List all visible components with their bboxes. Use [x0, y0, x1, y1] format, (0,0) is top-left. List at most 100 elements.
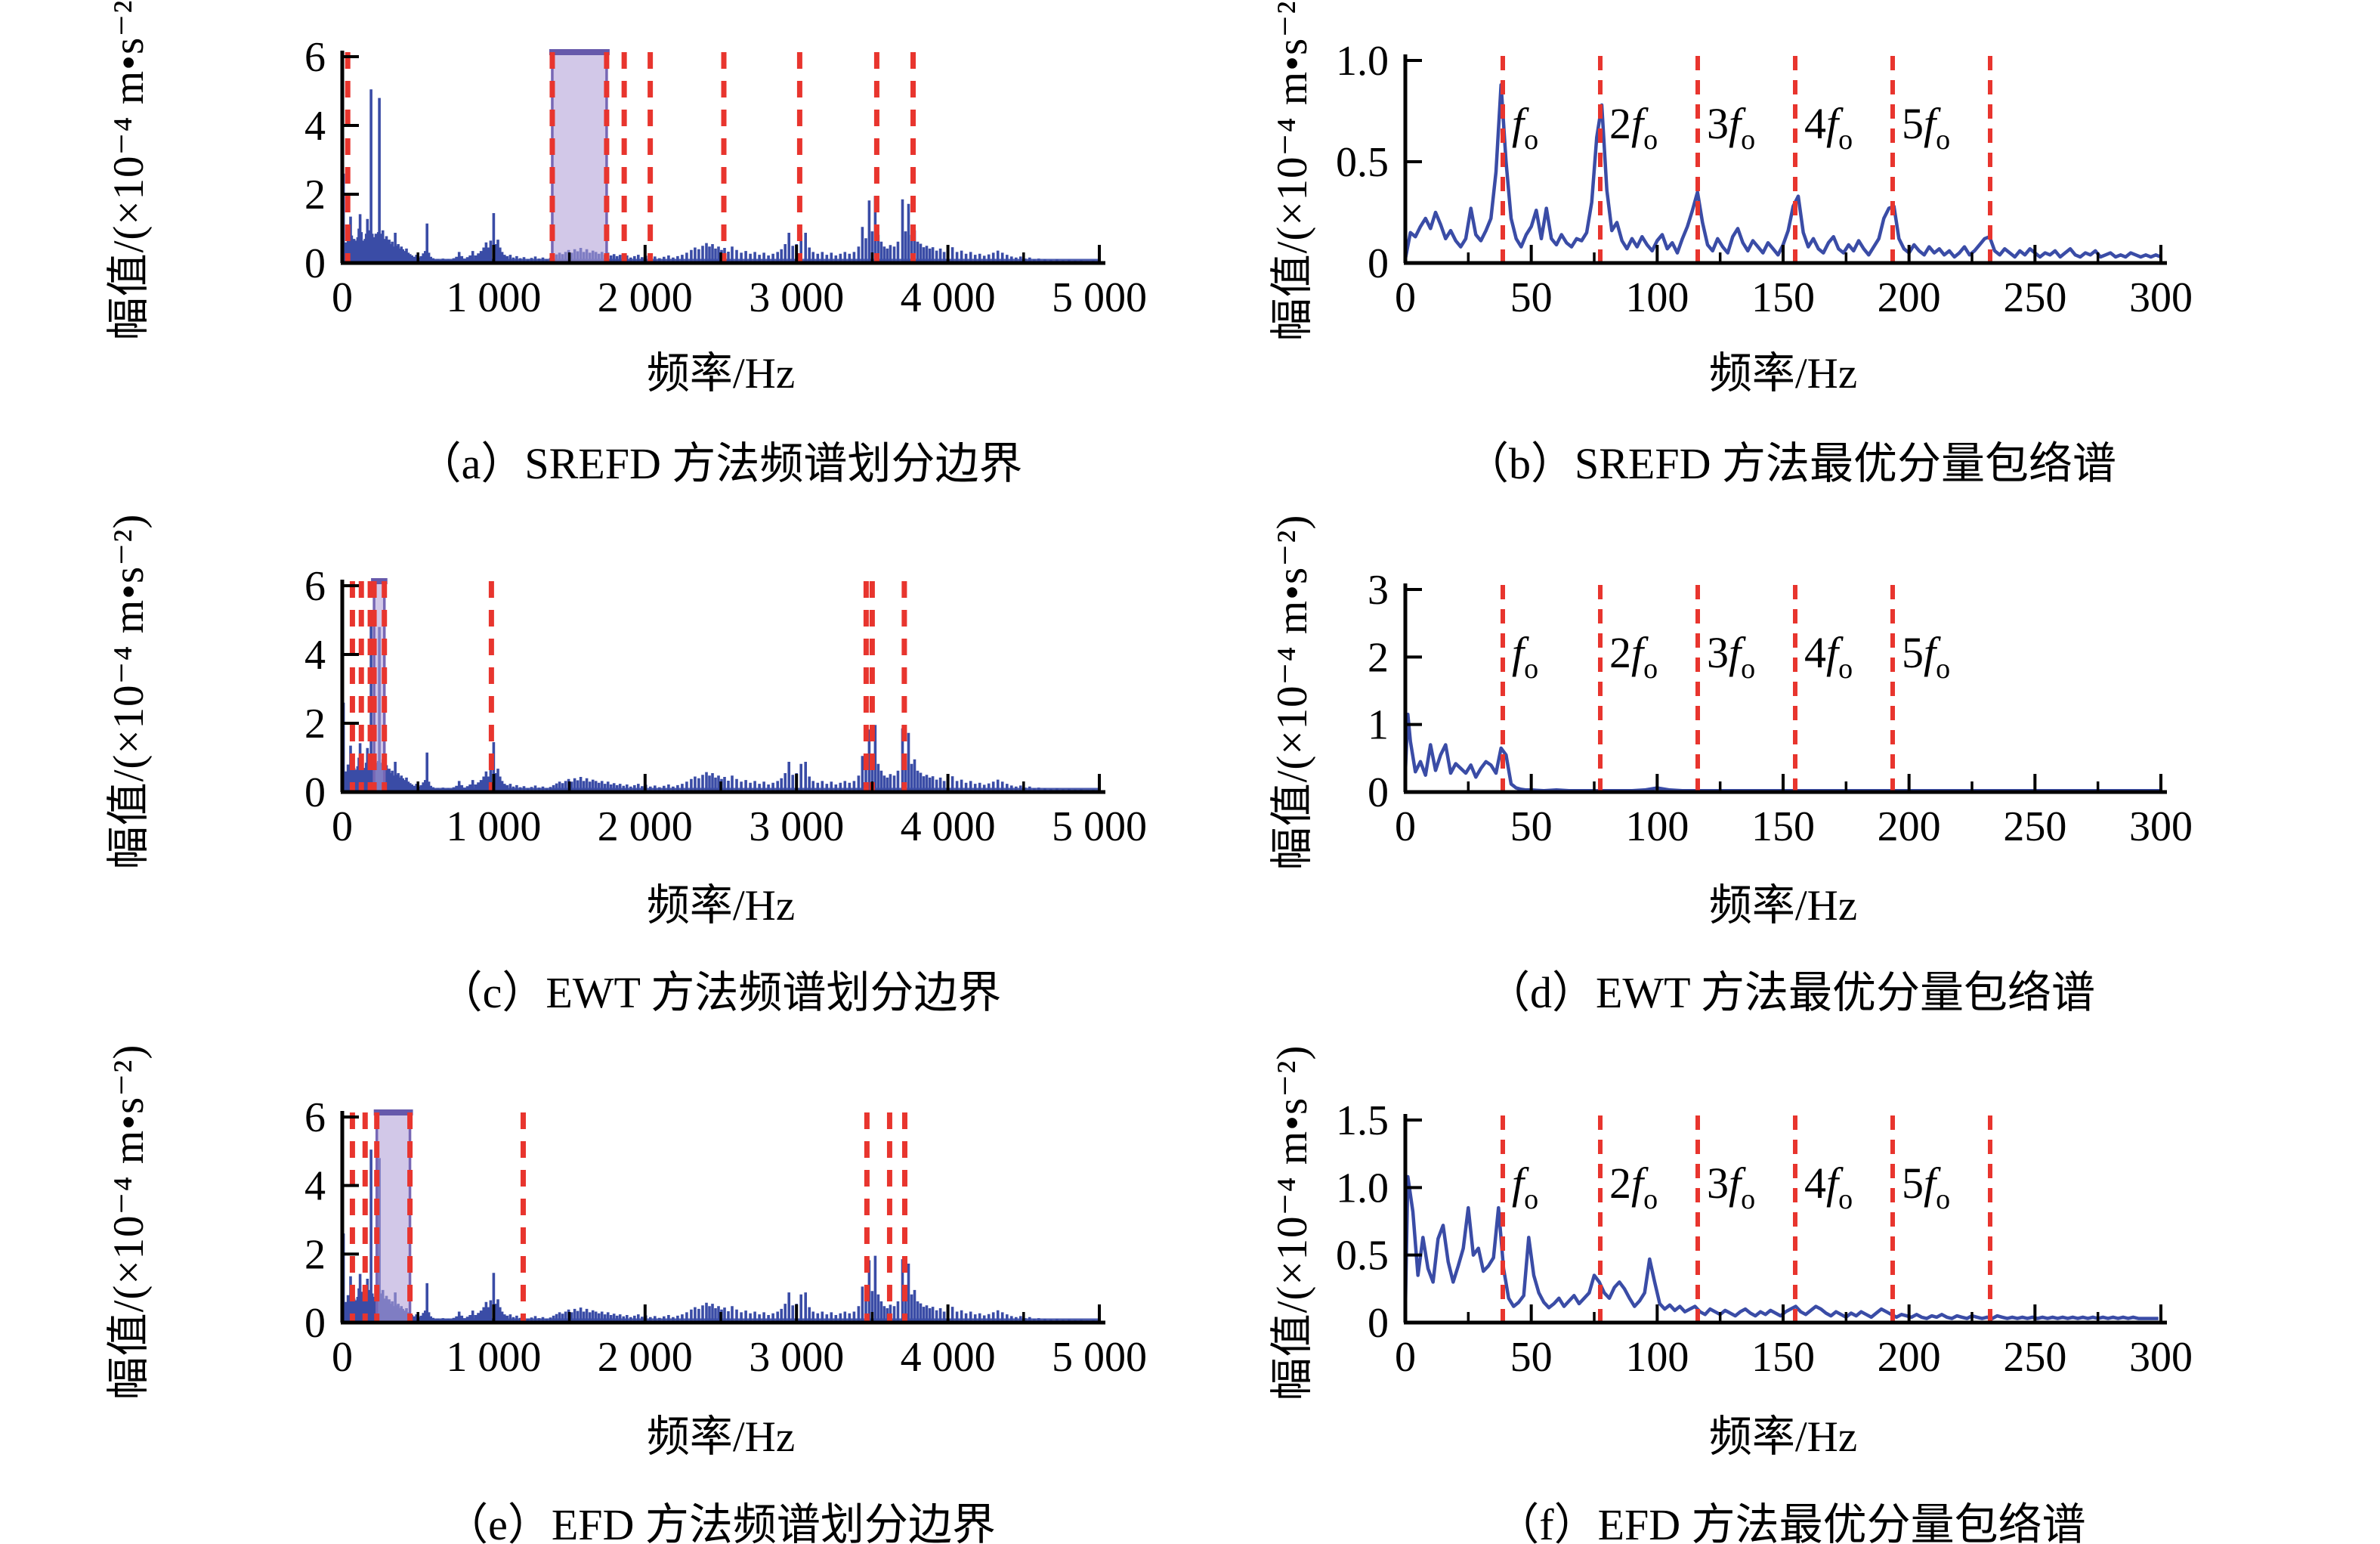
harmonic-label: 3fo	[1707, 99, 1755, 156]
x-axis-label-d: 频率/Hz	[1708, 882, 1858, 930]
harmonic-label: 5fo	[1902, 1159, 1950, 1215]
x-tick-label: 5 000	[1052, 274, 1147, 321]
y-tick-label: 4	[304, 103, 326, 150]
envelope-series	[1403, 1174, 2159, 1320]
x-axis-label-e: 频率/Hz	[646, 1413, 796, 1461]
x-tick-label: 4 000	[901, 274, 996, 321]
y-tick-label: 0	[304, 240, 326, 287]
x-tick-label: 250	[2003, 274, 2066, 321]
y-tick-label: 1	[1368, 702, 1389, 749]
y-tick-label: 3	[1368, 567, 1389, 614]
x-axis-label-a: 频率/Hz	[646, 350, 796, 398]
y-tick-label: 4	[304, 1163, 326, 1210]
x-tick-label: 3 000	[749, 1334, 844, 1381]
x-tick-label: 0	[1395, 1334, 1416, 1381]
x-tick-label: 3 000	[749, 274, 844, 321]
y-axis-label-c: 幅值/(×10⁻⁴ m•s⁻²)	[105, 513, 153, 870]
x-tick-label: 1 000	[446, 803, 541, 850]
y-tick-label: 6	[304, 563, 326, 610]
x-tick-label: 1 000	[446, 1334, 541, 1381]
y-tick-label: 4	[304, 632, 326, 679]
y-tick-label: 2	[1368, 634, 1389, 681]
y-tick-label: 0	[1368, 769, 1389, 816]
x-tick-label: 50	[1510, 1334, 1553, 1381]
x-tick-label: 150	[1751, 803, 1815, 850]
y-tick-label: 6	[304, 34, 326, 81]
caption-b: （b）SREFD 方法最优分量包络谱	[1464, 439, 2116, 488]
x-tick-label: 2 000	[598, 803, 693, 850]
x-tick-label: 5 000	[1052, 1334, 1147, 1381]
x-tick-label: 5 000	[1052, 803, 1147, 850]
harmonic-label: 4fo	[1804, 1159, 1853, 1215]
y-tick-label: 0.5	[1336, 139, 1389, 186]
chart-efd-boundaries: 0 2 4 6 0 1 000 2 000 3 000 4 000 5 000	[304, 1094, 1147, 1381]
chart-ewt-boundaries: 0 2 4 6 0 1 000 2 000 3 000 4 000 5 000	[304, 563, 1147, 850]
y-tick-label: 2	[304, 701, 326, 747]
y-tick-label: 1.5	[1336, 1097, 1389, 1144]
x-tick-label: 200	[1878, 803, 1941, 850]
x-tick-label: 300	[2129, 1334, 2193, 1381]
harmonic-label: 2fo	[1609, 1159, 1658, 1215]
x-tick-label: 0	[332, 803, 353, 850]
x-axis-label-f: 频率/Hz	[1708, 1413, 1858, 1461]
harmonic-label: 4fo	[1804, 99, 1853, 156]
x-tick-label: 100	[1625, 1334, 1689, 1381]
caption-c: （c）EWT 方法频谱划分边界	[438, 968, 1002, 1017]
chart-efd-envelope: 0 0.5 1.0 1.5 0 50 100 150 200 250 300 fo 2fo 3fo 4fo 5…	[1336, 1097, 2193, 1381]
division-band	[375, 1112, 412, 1324]
harmonic-label: 2fo	[1609, 99, 1658, 156]
spectrum-series	[341, 89, 1101, 263]
y-tick-label: 2	[304, 1231, 326, 1278]
x-tick-label: 150	[1751, 274, 1815, 321]
x-tick-label: 250	[2003, 1334, 2066, 1381]
x-tick-label: 50	[1510, 803, 1553, 850]
x-tick-label: 50	[1510, 274, 1553, 321]
x-tick-label: 3 000	[749, 803, 844, 850]
x-tick-label: 200	[1878, 1334, 1941, 1381]
y-tick-label: 0	[304, 1300, 326, 1347]
harmonic-label: 3fo	[1707, 1159, 1755, 1215]
x-tick-label: 0	[1395, 803, 1416, 850]
x-axis-label-c: 频率/Hz	[646, 882, 796, 930]
spectrum-series	[341, 618, 1101, 792]
x-tick-label: 2 000	[598, 274, 693, 321]
y-axis-label-e: 幅值/(×10⁻⁴ m•s⁻²)	[105, 1044, 153, 1400]
x-tick-label: 150	[1751, 1334, 1815, 1381]
division-band	[551, 52, 608, 265]
x-tick-label: 4 000	[901, 803, 996, 850]
y-tick-label: 0	[1368, 240, 1389, 287]
harmonic-label: fo	[1512, 628, 1538, 685]
caption-d: （d）EWT 方法最优分量包络谱	[1485, 968, 2096, 1017]
chart-ewt-envelope: 0 1 2 3 0 50 100 150 200 250 300 fo 2fo 3fo 4fo 5fo	[1368, 567, 2193, 850]
caption-e: （e）EFD 方法频谱划分边界	[444, 1500, 996, 1544]
y-axis-label-a: 幅值/(×10⁻⁴ m•s⁻²)	[105, 0, 153, 341]
harmonic-label: 5fo	[1902, 99, 1950, 156]
x-tick-label: 0	[332, 1334, 353, 1381]
y-axis-label-b: 幅值/(×10⁻⁴ m•s⁻²)	[1269, 0, 1316, 342]
y-tick-label: 6	[304, 1094, 326, 1141]
x-tick-label: 300	[2129, 274, 2193, 321]
x-tick-label: 1 000	[446, 274, 541, 321]
caption-f: （f）EFD 方法最优分量包络谱	[1495, 1500, 2086, 1544]
x-tick-label: 0	[1395, 274, 1416, 321]
harmonic-label: fo	[1512, 99, 1538, 156]
y-tick-label: 1.0	[1336, 38, 1389, 85]
x-tick-label: 300	[2129, 803, 2193, 850]
spectrum-series	[341, 1149, 1101, 1323]
chart-srefd-envelope: 0 0.5 1.0 0 50 100 150 200 250 300 fo 2fo 3fo 4fo 5fo	[1336, 38, 2193, 321]
x-tick-label: 100	[1625, 274, 1689, 321]
x-axis-label-b: 频率/Hz	[1708, 350, 1858, 398]
y-tick-label: 1.0	[1336, 1165, 1389, 1211]
harmonic-label: 5fo	[1902, 628, 1950, 685]
harmonic-label: 2fo	[1609, 628, 1658, 685]
harmonic-label: 3fo	[1707, 628, 1755, 685]
x-tick-label: 250	[2003, 803, 2066, 850]
x-tick-label: 4 000	[901, 1334, 996, 1381]
y-axis-label-f: 幅值/(×10⁻⁴ m•s⁻²)	[1269, 1044, 1316, 1401]
y-tick-label: 2	[304, 172, 326, 218]
x-tick-label: 200	[1878, 274, 1941, 321]
y-tick-label: 0.5	[1336, 1233, 1389, 1279]
caption-a: （a）SREFD 方法频谱划分边界	[417, 439, 1023, 488]
